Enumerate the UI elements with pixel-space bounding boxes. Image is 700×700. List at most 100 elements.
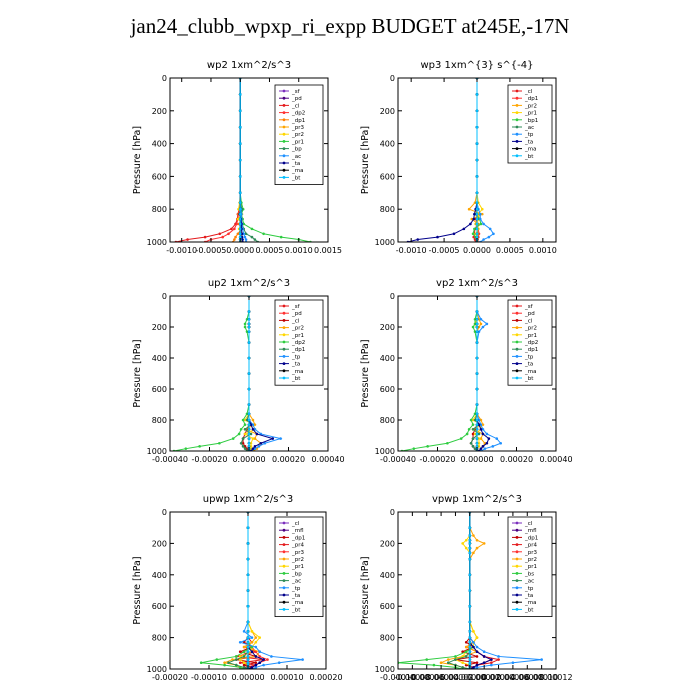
legend-marker bbox=[282, 572, 286, 575]
legend-box bbox=[507, 516, 553, 617]
data-point bbox=[475, 317, 479, 321]
data-point bbox=[472, 666, 475, 669]
legend-marker bbox=[282, 118, 286, 122]
legend-marker bbox=[282, 564, 286, 568]
legend-marker bbox=[515, 319, 519, 322]
legend: _sf_pd_cl _dp2_dp1_pr3_pr2_pr1 _bp_ac_ta_m… bbox=[274, 84, 324, 185]
data-point bbox=[475, 650, 479, 654]
data-point bbox=[471, 418, 475, 422]
data-point bbox=[475, 217, 479, 221]
data-point bbox=[184, 447, 188, 450]
data-point bbox=[475, 372, 479, 375]
data-point bbox=[473, 212, 476, 216]
x-tick-label: -0.00010 bbox=[191, 673, 227, 682]
legend-marker bbox=[515, 347, 519, 351]
data-point bbox=[243, 325, 247, 329]
data-point bbox=[412, 447, 416, 450]
data-point bbox=[464, 655, 468, 658]
legend-item: _pr1 bbox=[524, 564, 537, 570]
data-point bbox=[475, 666, 479, 669]
data-point bbox=[475, 341, 479, 344]
data-point bbox=[472, 217, 476, 221]
data-point bbox=[245, 330, 249, 333]
data-point bbox=[246, 604, 250, 608]
data-point bbox=[477, 441, 481, 445]
data-point bbox=[243, 235, 247, 239]
data-point bbox=[475, 235, 479, 239]
x-tick-label: -0.00010 bbox=[380, 673, 416, 682]
data-point bbox=[254, 655, 258, 658]
data-point bbox=[247, 432, 251, 436]
panel-3: up2 1xm^2/s^3 Pressure [hPa] 0 200 400 600 800… bbox=[132, 278, 345, 464]
y-tick-label: 1000 bbox=[375, 238, 395, 247]
y-tick-label: 0 bbox=[162, 74, 167, 83]
data-point bbox=[266, 658, 269, 661]
data-point bbox=[477, 445, 481, 448]
legend-item: _mfl bbox=[524, 528, 537, 534]
x-tick-label: 0.00020 bbox=[309, 673, 342, 682]
data-point bbox=[475, 645, 479, 649]
data-point bbox=[215, 658, 219, 661]
legend-item: _bt bbox=[291, 175, 301, 181]
data-point bbox=[478, 217, 482, 221]
data-point bbox=[249, 447, 253, 450]
data-point bbox=[263, 441, 267, 445]
data-point bbox=[271, 437, 275, 440]
x-tick-label: -0.00020 bbox=[192, 455, 228, 464]
data-point bbox=[468, 620, 472, 624]
data-point bbox=[254, 661, 258, 665]
data-point bbox=[237, 432, 241, 436]
data-point bbox=[238, 658, 242, 661]
data-point bbox=[468, 655, 472, 658]
data-point bbox=[469, 222, 472, 226]
data-point bbox=[242, 663, 246, 667]
legend-item: _tp bbox=[291, 586, 301, 592]
legend-item: _ac bbox=[291, 154, 301, 160]
data-point bbox=[246, 661, 250, 665]
data-point bbox=[473, 201, 477, 204]
y-tick-label: 0 bbox=[162, 292, 167, 301]
data-point bbox=[247, 423, 251, 426]
data-point bbox=[241, 238, 244, 241]
legend-marker bbox=[282, 536, 286, 539]
x-tick-label: 0.0000 bbox=[463, 246, 491, 255]
data-point bbox=[426, 445, 429, 448]
data-point bbox=[243, 445, 247, 448]
data-point bbox=[540, 658, 543, 661]
legend-marker bbox=[282, 304, 286, 308]
y-axis-label: Pressure [hPa] bbox=[132, 339, 143, 407]
series-line-pr2 bbox=[222, 512, 261, 669]
series-line-dp2 bbox=[173, 296, 250, 451]
legend-item: _ac bbox=[524, 579, 534, 585]
legend-marker bbox=[282, 543, 286, 546]
data-point bbox=[468, 658, 472, 661]
data-point bbox=[482, 542, 486, 545]
data-point bbox=[244, 232, 248, 236]
data-point bbox=[482, 222, 485, 226]
data-point bbox=[477, 325, 481, 329]
y-tick-label: 800 bbox=[152, 416, 167, 425]
legend-marker bbox=[282, 362, 286, 365]
series-line-pr2 bbox=[439, 512, 486, 669]
data-point bbox=[477, 437, 481, 440]
data-point bbox=[467, 428, 471, 431]
legend-marker bbox=[282, 586, 286, 590]
data-point bbox=[279, 235, 283, 239]
data-point bbox=[247, 387, 251, 391]
legend-marker bbox=[515, 593, 519, 597]
legend-item: _pr4 bbox=[524, 543, 538, 549]
legend-item: _pr3 bbox=[291, 550, 305, 556]
series-line-bs bbox=[398, 512, 475, 669]
data-point bbox=[461, 666, 464, 669]
data-point bbox=[251, 437, 255, 440]
data-point bbox=[250, 630, 254, 633]
y-tick-label: 0 bbox=[390, 508, 395, 517]
data-point bbox=[259, 441, 263, 445]
data-point bbox=[467, 207, 471, 211]
data-point bbox=[227, 232, 230, 236]
data-point bbox=[242, 630, 246, 633]
legend-item: _pr1 bbox=[291, 564, 304, 570]
y-tick-label: 1000 bbox=[375, 447, 395, 456]
legend-marker bbox=[515, 89, 519, 93]
